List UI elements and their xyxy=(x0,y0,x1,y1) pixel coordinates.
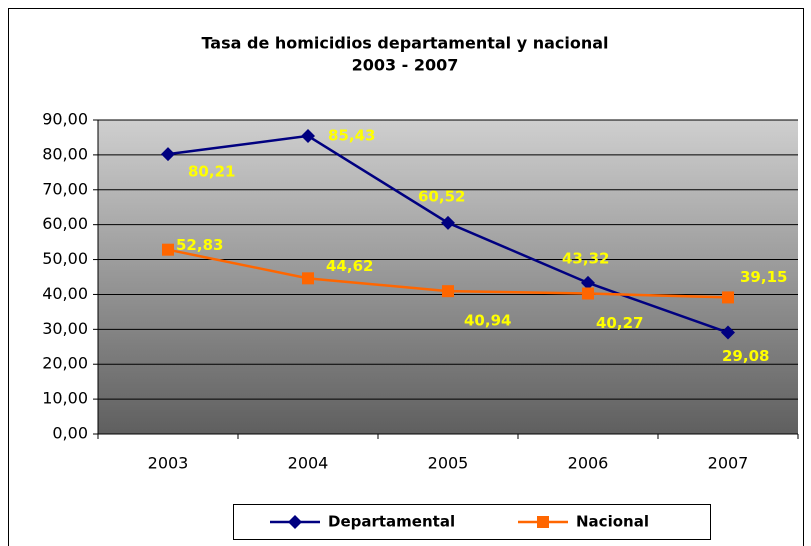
y-tick-label: 30,00 xyxy=(42,319,88,338)
y-tick-label: 70,00 xyxy=(42,179,88,198)
marker xyxy=(537,516,549,528)
y-tick-label: 20,00 xyxy=(42,354,88,373)
chart-subtitle: 2003 - 2007 xyxy=(352,56,459,75)
x-tick-label: 2003 xyxy=(148,454,189,473)
marker xyxy=(302,272,314,285)
chart-title: Tasa de homicidios departamental y nacio… xyxy=(201,34,608,53)
marker xyxy=(722,291,734,304)
y-tick-label: 40,00 xyxy=(42,284,88,303)
y-tick-label: 50,00 xyxy=(42,249,88,268)
value-label: 80,21 xyxy=(188,163,235,181)
y-tick-label: 60,00 xyxy=(42,214,88,233)
legend-label: Nacional xyxy=(576,513,649,531)
y-tick-label: 10,00 xyxy=(42,389,88,408)
value-label: 60,52 xyxy=(418,187,465,205)
value-label: 43,32 xyxy=(562,249,609,267)
marker xyxy=(288,515,302,529)
x-tick-label: 2005 xyxy=(428,454,469,473)
plot-area xyxy=(98,120,798,434)
marker xyxy=(581,275,595,290)
x-tick-label: 2007 xyxy=(708,454,749,473)
value-label: 29,08 xyxy=(722,347,769,365)
value-label: 40,94 xyxy=(464,312,511,330)
marker xyxy=(721,325,735,340)
marker xyxy=(441,215,455,230)
marker xyxy=(442,285,454,298)
marker xyxy=(161,147,175,162)
y-tick-label: 80,00 xyxy=(42,144,88,163)
value-label: 85,43 xyxy=(328,126,375,144)
x-tick-label: 2006 xyxy=(568,454,609,473)
legend xyxy=(233,504,711,540)
value-label: 52,83 xyxy=(176,236,223,254)
y-tick-label: 0,00 xyxy=(52,424,88,443)
value-label: 39,15 xyxy=(740,268,787,286)
value-label: 44,62 xyxy=(326,257,373,275)
marker xyxy=(162,243,174,256)
legend-label: Departamental xyxy=(328,513,455,531)
x-tick-label: 2004 xyxy=(288,454,329,473)
y-tick-label: 90,00 xyxy=(42,110,88,129)
marker xyxy=(301,128,315,143)
value-label: 40,27 xyxy=(596,314,643,332)
marker xyxy=(582,287,594,300)
